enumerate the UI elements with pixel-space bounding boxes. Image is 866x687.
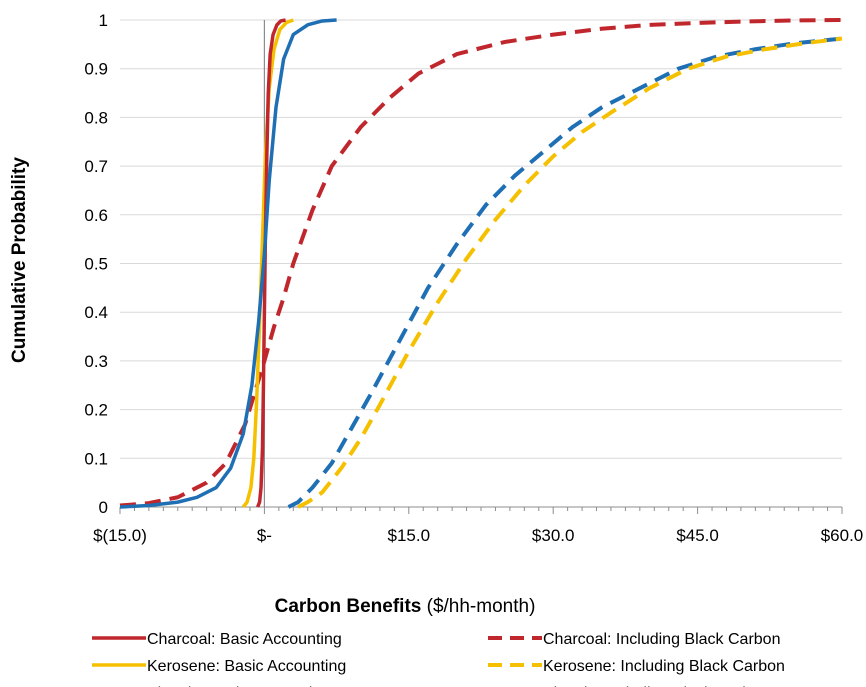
y-tick-label: 0.9 <box>84 60 108 79</box>
x-tick-label: $30.0 <box>532 526 575 545</box>
x-axis-title: Carbon Benefits ($/hh-month) <box>275 596 536 617</box>
y-tick-label: 0.6 <box>84 206 108 225</box>
x-tick-label: $(15.0) <box>93 526 147 545</box>
y-tick-label: 0.4 <box>84 303 108 322</box>
y-axis-tick-labels: 0 0.1 0.2 0.3 0.4 0.5 0.6 0.7 0.8 0.9 1 <box>84 11 108 517</box>
y-tick-label: 0.8 <box>84 108 108 127</box>
x-axis-tick-labels: $(15.0) $- $15.0 $30.0 $45.0 $60.0 <box>93 526 863 545</box>
legend: Charcoal: Basic Accounting Kerosene: Basi… <box>92 631 785 687</box>
x-tick-label: $60.0 <box>821 526 864 545</box>
legend-label-1: Kerosene: Basic Accounting <box>147 658 346 675</box>
x-axis-title-bold: Carbon Benefits <box>275 596 422 617</box>
y-tick-label: 0.2 <box>84 401 108 420</box>
series-line-5 <box>288 39 842 507</box>
x-axis-title-unit: ($/hh-month) <box>421 596 535 617</box>
x-axis <box>120 507 842 514</box>
series-line-3 <box>120 20 842 506</box>
y-tick-label: 0.7 <box>84 157 108 176</box>
y-tick-label: 0.3 <box>84 352 108 371</box>
y-axis-title: Cumulative Probability <box>9 157 30 363</box>
legend-label-4: Kerosene: Including Black Carbon <box>543 658 785 675</box>
y-tick-label: 0.5 <box>84 255 108 274</box>
x-tick-label: $15.0 <box>388 526 431 545</box>
x-tick-label: $- <box>257 526 272 545</box>
legend-label-0: Charcoal: Basic Accounting <box>147 631 342 648</box>
legend-label-3: Charcoal: Including Black Carbon <box>543 631 780 648</box>
y-tick-label: 0.1 <box>84 449 108 468</box>
y-tick-label: 1 <box>99 11 108 30</box>
x-tick-label: $45.0 <box>676 526 719 545</box>
y-tick-label: 0 <box>99 498 108 517</box>
